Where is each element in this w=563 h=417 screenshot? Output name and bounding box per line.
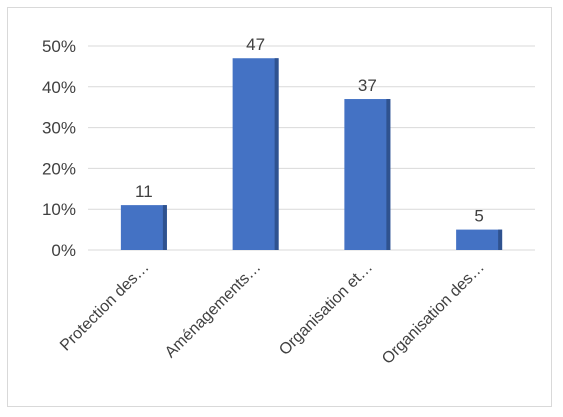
y-tick-label: 10% <box>42 200 76 219</box>
data-label: 5 <box>474 207 483 226</box>
bar-shade <box>274 58 279 250</box>
bar-shade <box>162 205 167 250</box>
y-tick-label: 40% <box>42 78 76 97</box>
chart-frame <box>7 7 552 407</box>
bar <box>120 205 167 250</box>
category-label: Protection des… <box>57 259 153 355</box>
y-tick-label: 0% <box>51 241 76 260</box>
bar <box>344 99 391 250</box>
data-label: 47 <box>246 35 265 54</box>
bar-shade <box>498 229 503 250</box>
category-label: Organisation des… <box>379 259 488 368</box>
bar <box>232 58 279 250</box>
y-tick-label: 50% <box>42 37 76 56</box>
data-label: 11 <box>135 182 153 201</box>
data-label: 37 <box>358 76 377 95</box>
y-tick-label: 30% <box>42 119 76 138</box>
y-tick-label: 20% <box>42 159 76 178</box>
bar-shade <box>386 99 391 250</box>
category-label: Organisation et… <box>276 259 376 359</box>
category-label: Aménagements… <box>162 259 265 362</box>
bar <box>456 229 503 250</box>
